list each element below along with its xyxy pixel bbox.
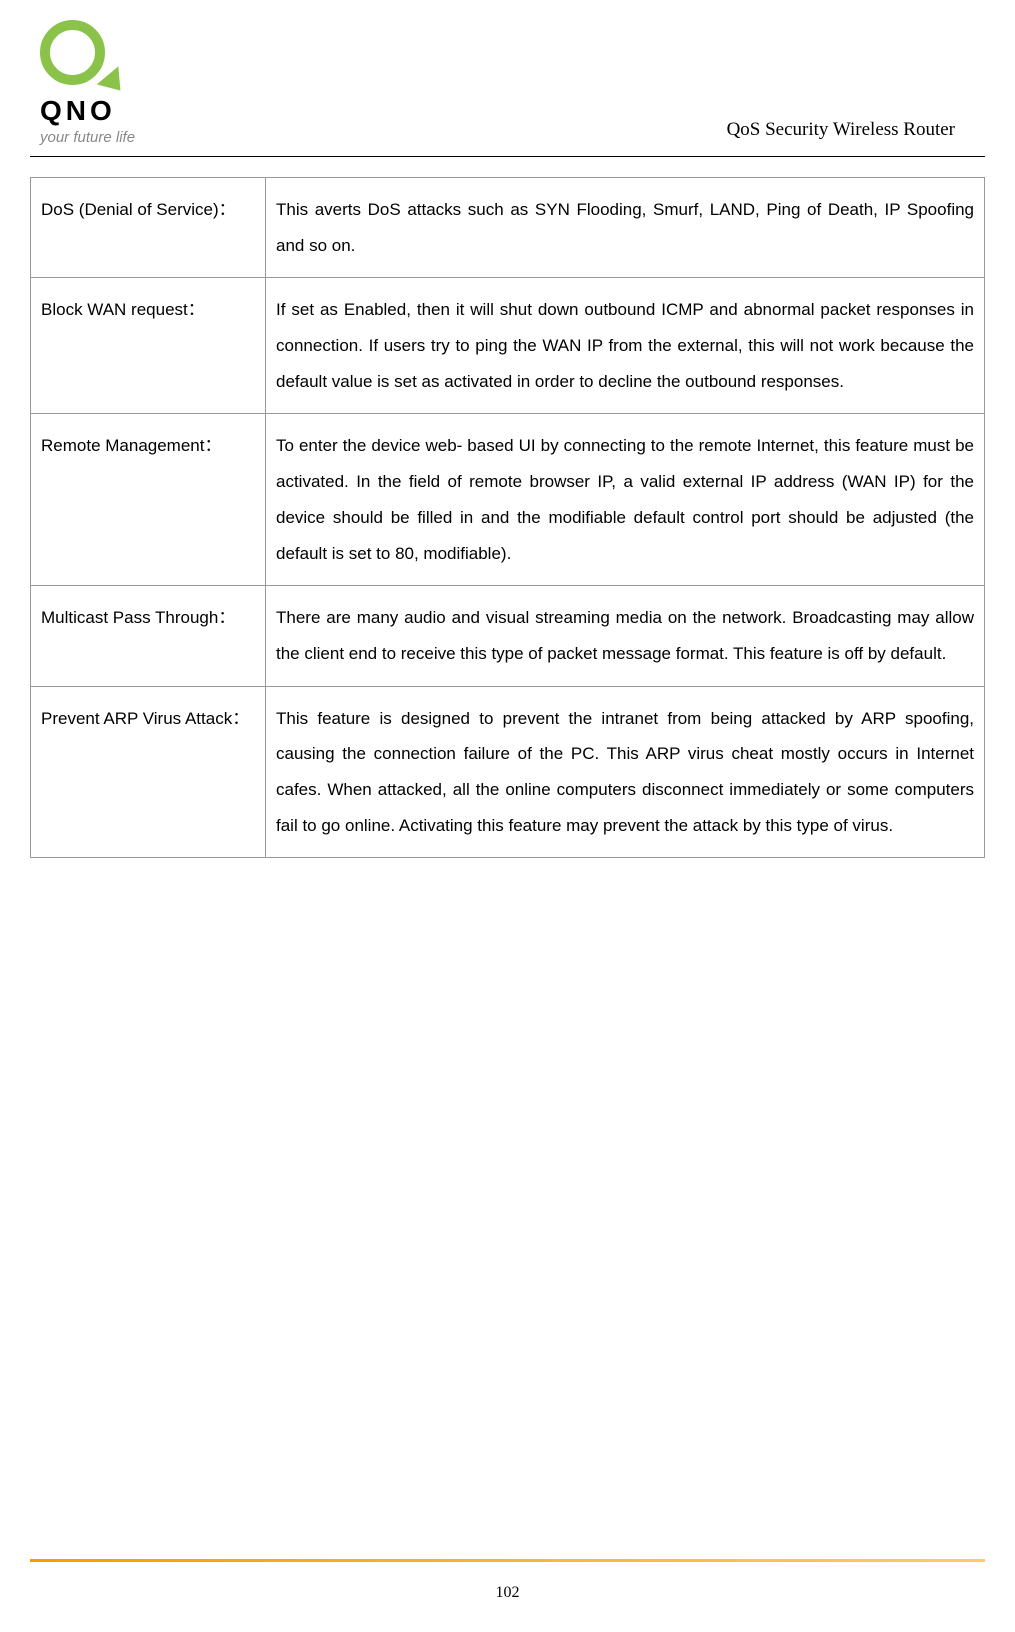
setting-label: Prevent ARP Virus Attack：: [31, 686, 266, 858]
setting-label: Multicast Pass Through：: [31, 586, 266, 686]
footer-divider: [30, 1559, 985, 1562]
settings-table: DoS (Denial of Service)：This averts DoS …: [30, 177, 985, 858]
setting-label: Remote Management：: [31, 414, 266, 586]
setting-description: This averts DoS attacks such as SYN Floo…: [266, 178, 985, 278]
table-row: Block WAN request：If set as Enabled, the…: [31, 278, 985, 414]
logo-icon: [40, 20, 120, 90]
setting-label: DoS (Denial of Service)：: [31, 178, 266, 278]
page-header: QNO your future life QoS Security Wirele…: [30, 0, 985, 157]
setting-description: There are many audio and visual streamin…: [266, 586, 985, 686]
logo-area: QNO your future life: [40, 20, 135, 146]
table-row: Multicast Pass Through：There are many au…: [31, 586, 985, 686]
logo-tagline: your future life: [40, 129, 135, 146]
document-title: QoS Security Wireless Router: [727, 119, 955, 146]
table-row: Prevent ARP Virus Attack：This feature is…: [31, 686, 985, 858]
setting-description: If set as Enabled, then it will shut dow…: [266, 278, 985, 414]
page-number: 102: [496, 1584, 520, 1602]
setting-description: To enter the device web- based UI by con…: [266, 414, 985, 586]
table-row: Remote Management：To enter the device we…: [31, 414, 985, 586]
logo-text: QNO: [40, 95, 116, 127]
setting-label: Block WAN request：: [31, 278, 266, 414]
table-row: DoS (Denial of Service)：This averts DoS …: [31, 178, 985, 278]
setting-description: This feature is designed to prevent the …: [266, 686, 985, 858]
